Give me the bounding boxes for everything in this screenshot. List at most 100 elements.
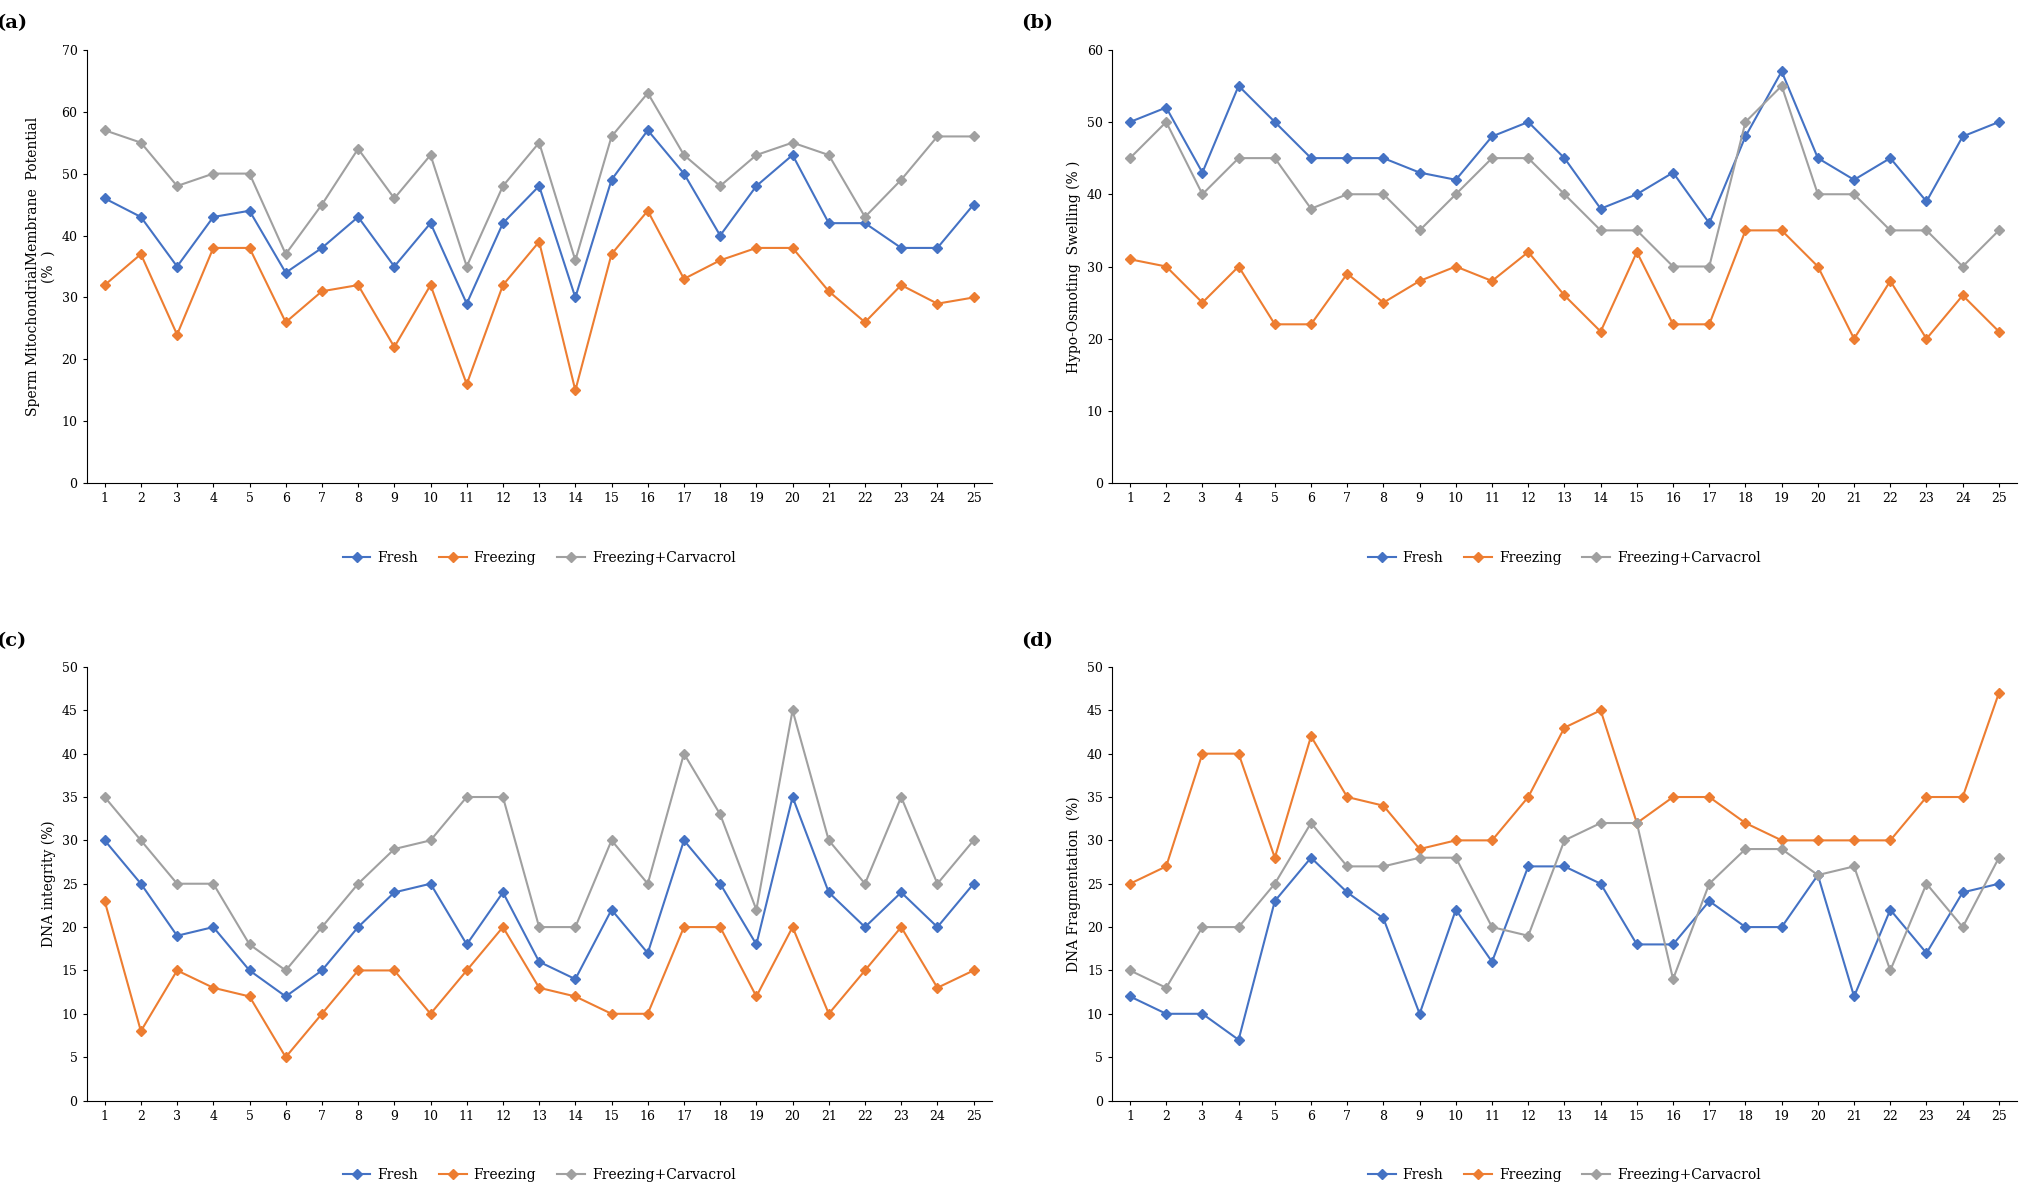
Freezing — [309, 1006, 333, 1021]
Fresh — [1191, 1006, 1215, 1021]
Freezing — [707, 920, 732, 934]
Fresh — [853, 216, 878, 231]
Fresh — [599, 902, 624, 917]
Freezing — [1878, 833, 1902, 847]
Freezing — [1118, 877, 1142, 891]
Fresh — [780, 148, 805, 163]
Freezing — [925, 981, 949, 995]
Fresh — [1951, 129, 1975, 143]
Freezing+Carvacrol — [128, 135, 152, 149]
Fresh — [1118, 989, 1142, 1004]
Freezing+Carvacrol — [744, 148, 768, 163]
Freezing — [492, 278, 516, 293]
Line: Fresh: Fresh — [1126, 68, 2002, 227]
Line: Freezing: Freezing — [1126, 227, 2002, 342]
Freezing+Carvacrol — [345, 877, 370, 891]
Freezing+Carvacrol — [1154, 115, 1179, 129]
Fresh — [382, 259, 406, 274]
Freezing+Carvacrol — [1408, 851, 1433, 865]
Fresh — [526, 955, 551, 969]
Freezing — [1298, 729, 1323, 743]
Fresh — [1733, 920, 1758, 934]
Freezing+Carvacrol — [853, 210, 878, 225]
Fresh — [599, 172, 624, 186]
Fresh — [1841, 989, 1865, 1004]
Freezing+Carvacrol — [1697, 259, 1721, 274]
Fresh — [817, 885, 841, 900]
Freezing+Carvacrol — [1626, 816, 1650, 831]
Freezing+Carvacrol — [1372, 859, 1396, 874]
Fresh — [238, 203, 262, 217]
Freezing — [526, 981, 551, 995]
Freezing+Carvacrol — [1443, 851, 1467, 865]
Freezing+Carvacrol — [382, 191, 406, 206]
Fresh — [563, 290, 587, 305]
Fresh — [274, 989, 299, 1004]
Fresh — [563, 972, 587, 986]
Line: Freezing: Freezing — [102, 207, 977, 394]
Freezing+Carvacrol — [1372, 188, 1396, 202]
Fresh — [1154, 1006, 1179, 1021]
Freezing+Carvacrol — [1878, 223, 1902, 238]
Freezing+Carvacrol — [1914, 223, 1939, 238]
Freezing — [563, 989, 587, 1004]
Freezing — [1697, 317, 1721, 331]
Freezing+Carvacrol — [238, 937, 262, 951]
Fresh — [1372, 912, 1396, 926]
Text: (c): (c) — [0, 632, 26, 650]
Freezing+Carvacrol — [673, 148, 697, 163]
Freezing — [636, 203, 660, 217]
Freezing — [1589, 324, 1613, 338]
Freezing — [673, 271, 697, 286]
Fresh — [419, 877, 443, 891]
Fresh — [128, 210, 152, 225]
Freezing — [744, 989, 768, 1004]
Fresh — [1298, 151, 1323, 165]
Freezing+Carvacrol — [1154, 981, 1179, 995]
Freezing — [888, 278, 912, 293]
Freezing — [93, 278, 118, 293]
Freezing+Carvacrol — [165, 179, 189, 194]
Freezing+Carvacrol — [238, 166, 262, 180]
Freezing — [128, 247, 152, 262]
Freezing+Carvacrol — [1697, 877, 1721, 891]
Fresh — [925, 240, 949, 255]
Freezing — [817, 1006, 841, 1021]
Freezing — [673, 920, 697, 934]
Freezing+Carvacrol — [1552, 188, 1577, 202]
Freezing+Carvacrol — [1443, 188, 1467, 202]
Freezing — [1589, 703, 1613, 717]
Freezing+Carvacrol — [1479, 151, 1504, 165]
Fresh — [1770, 65, 1794, 79]
Freezing+Carvacrol — [636, 877, 660, 891]
Freezing — [1516, 245, 1540, 259]
Freezing+Carvacrol — [780, 703, 805, 717]
Freezing — [1372, 798, 1396, 813]
Freezing+Carvacrol — [599, 129, 624, 143]
Freezing+Carvacrol — [201, 166, 226, 180]
Y-axis label: Hypo-Osmoting  Swelling (% ): Hypo-Osmoting Swelling (% ) — [1067, 160, 1081, 373]
Freezing — [1191, 747, 1215, 761]
Freezing+Carvacrol — [1552, 833, 1577, 847]
Fresh — [817, 216, 841, 231]
Freezing+Carvacrol — [492, 790, 516, 804]
Freezing+Carvacrol — [1951, 259, 1975, 274]
Text: (b): (b) — [1022, 14, 1053, 32]
Line: Freezing+Carvacrol: Freezing+Carvacrol — [1126, 82, 2002, 270]
Freezing+Carvacrol — [274, 963, 299, 978]
Fresh — [1227, 79, 1252, 93]
Freezing+Carvacrol — [1335, 859, 1359, 874]
Freezing+Carvacrol — [93, 790, 118, 804]
Freezing — [238, 240, 262, 255]
Freezing — [1262, 851, 1286, 865]
Freezing — [853, 963, 878, 978]
Y-axis label: DNA Fragmentation  (%): DNA Fragmentation (%) — [1067, 796, 1081, 972]
Freezing+Carvacrol — [563, 253, 587, 268]
Fresh — [1951, 885, 1975, 900]
Fresh — [636, 123, 660, 137]
Freezing — [888, 920, 912, 934]
Freezing — [526, 234, 551, 249]
Freezing — [1154, 859, 1179, 874]
Freezing+Carvacrol — [1335, 188, 1359, 202]
Freezing — [1443, 259, 1467, 274]
